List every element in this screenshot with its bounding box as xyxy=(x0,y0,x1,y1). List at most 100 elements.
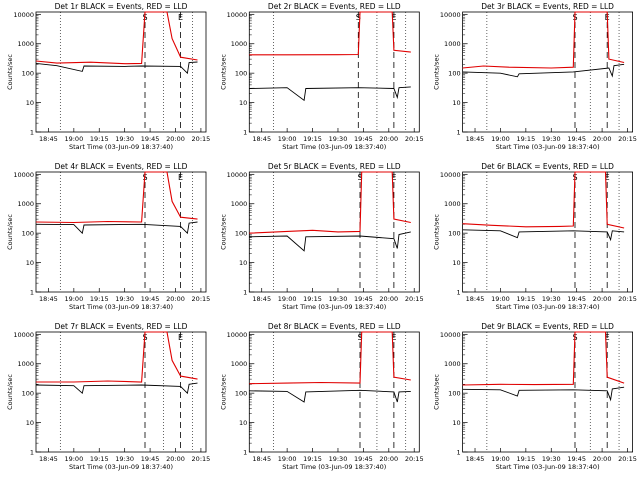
x-tick-label: 19:45 xyxy=(354,455,373,463)
plot-frame xyxy=(35,11,207,133)
x-tick-label: 20:00 xyxy=(166,295,185,303)
x-tick-label: 19:30 xyxy=(542,295,561,303)
end-marker: E xyxy=(391,173,396,182)
y-tick-label: 10 xyxy=(26,419,34,427)
y-axis-label: Counts/sec xyxy=(6,214,14,250)
x-tick-label: 19:30 xyxy=(115,295,134,303)
x-tick-label: 20:15 xyxy=(192,135,211,143)
y-tick-label: 10000 xyxy=(13,171,34,179)
end-marker: E xyxy=(178,13,183,22)
x-tick-label: 20:00 xyxy=(593,455,612,463)
x-tick-label: 19:00 xyxy=(278,295,297,303)
x-tick-label: 19:15 xyxy=(90,135,109,143)
y-axis-label: Counts/sec xyxy=(219,54,227,90)
x-tick-label: 19:30 xyxy=(115,135,134,143)
y-tick-label: 1000 xyxy=(444,360,461,368)
x-tick-label: 19:45 xyxy=(354,135,373,143)
plot-frame xyxy=(35,331,207,453)
y-tick-label: 10 xyxy=(452,99,460,107)
x-tick-label: 19:00 xyxy=(278,455,297,463)
series-line-black xyxy=(35,382,198,395)
y-axis-label: Counts/sec xyxy=(219,374,227,410)
x-tick-label: 20:15 xyxy=(405,455,424,463)
x-tick-label: 20:15 xyxy=(618,295,637,303)
x-tick-label: 20:00 xyxy=(379,455,398,463)
chart-title: Det 9r BLACK = Events, RED = LLD xyxy=(481,322,614,331)
end-marker: E xyxy=(605,173,610,182)
y-tick-label: 1 xyxy=(456,289,460,297)
end-marker: E xyxy=(605,333,610,342)
x-tick-label: 20:15 xyxy=(405,135,424,143)
y-tick-label: 100 xyxy=(448,70,460,78)
y-tick-label: 10000 xyxy=(13,331,34,339)
series-line-red xyxy=(249,11,411,56)
x-tick-label: 19:30 xyxy=(329,455,348,463)
chart-panel-8: Det 8r BLACK = Events, RED = LLD 1 10 100 10… xyxy=(219,322,423,471)
y-tick-label: 100 xyxy=(235,230,247,238)
y-tick-label: 100 xyxy=(448,390,460,398)
x-tick-label: 19:00 xyxy=(64,135,83,143)
y-tick-label: 1 xyxy=(30,289,34,297)
y-tick-label: 1000 xyxy=(231,360,248,368)
x-tick-label: 20:00 xyxy=(166,455,185,463)
y-tick-label: 100 xyxy=(22,70,34,78)
x-tick-label: 20:00 xyxy=(379,135,398,143)
x-axis-label: Start Time (03-Jun-09 18:37:40) xyxy=(496,463,600,471)
x-tick-label: 19:30 xyxy=(329,295,348,303)
x-tick-label: 19:00 xyxy=(64,455,83,463)
x-tick-label: 19:15 xyxy=(303,295,322,303)
y-tick-label: 10000 xyxy=(227,331,248,339)
x-tick-label: 20:15 xyxy=(192,295,211,303)
series-line-black xyxy=(249,86,411,102)
chart-panel-9: Det 9r BLACK = Events, RED = LLD 1 10 100 10… xyxy=(433,322,637,471)
x-tick-label: 19:00 xyxy=(491,135,510,143)
x-axis-label: Start Time (03-Jun-09 18:37:40) xyxy=(282,303,386,311)
x-tick-label: 19:00 xyxy=(278,135,297,143)
y-tick-label: 10000 xyxy=(227,11,248,19)
x-tick-label: 20:00 xyxy=(166,135,185,143)
x-tick-label: 19:45 xyxy=(141,135,160,143)
x-tick-label: 19:00 xyxy=(491,455,510,463)
y-tick-label: 10 xyxy=(26,259,34,267)
chart-title: Det 5r BLACK = Events, RED = LLD xyxy=(268,162,401,171)
chart-panel-2: Det 2r BLACK = Events, RED = LLD 1 10 100 10… xyxy=(219,2,423,151)
y-tick-label: 1000 xyxy=(231,200,248,208)
x-tick-label: 19:15 xyxy=(516,455,535,463)
x-tick-label: 20:00 xyxy=(593,135,612,143)
x-tick-label: 18:45 xyxy=(39,135,58,143)
x-tick-label: 20:00 xyxy=(593,295,612,303)
series-line-red xyxy=(462,331,625,386)
end-marker: E xyxy=(178,333,183,342)
chart-title: Det 4r BLACK = Events, RED = LLD xyxy=(55,162,188,171)
series-line-black xyxy=(462,229,625,242)
x-tick-label: 20:00 xyxy=(379,295,398,303)
y-tick-label: 1 xyxy=(456,449,460,457)
plot-frame xyxy=(35,171,207,293)
series-line-red xyxy=(462,11,625,69)
x-tick-label: 19:30 xyxy=(115,455,134,463)
chart-panel-5: Det 5r BLACK = Events, RED = LLD 1 10 100 10… xyxy=(219,162,423,311)
chart-panel-7: Det 7r BLACK = Events, RED = LLD 1 10 100 10… xyxy=(6,322,210,471)
x-tick-label: 19:15 xyxy=(516,135,535,143)
x-tick-label: 19:30 xyxy=(329,135,348,143)
y-tick-label: 1 xyxy=(243,289,247,297)
x-tick-label: 18:45 xyxy=(39,455,58,463)
start-marker: S xyxy=(357,173,362,182)
series-line-black xyxy=(462,386,625,402)
y-tick-label: 1 xyxy=(243,129,247,137)
x-axis-label: Start Time (03-Jun-09 18:37:40) xyxy=(69,303,173,311)
chart-panel-1: Det 1r BLACK = Events, RED = LLD 1 10 100 10… xyxy=(6,2,210,151)
y-tick-label: 10 xyxy=(239,99,247,107)
x-tick-label: 19:45 xyxy=(567,135,586,143)
x-tick-label: 20:15 xyxy=(405,295,424,303)
y-tick-label: 1 xyxy=(456,129,460,137)
end-marker: E xyxy=(178,173,183,182)
chart-panel-4: Det 4r BLACK = Events, RED = LLD 1 10 100 10… xyxy=(6,162,210,311)
chart-title: Det 6r BLACK = Events, RED = LLD xyxy=(481,162,614,171)
x-axis-label: Start Time (03-Jun-09 18:37:40) xyxy=(282,463,386,471)
x-tick-label: 18:45 xyxy=(252,135,271,143)
chart-title: Det 8r BLACK = Events, RED = LLD xyxy=(268,322,401,331)
x-tick-label: 20:15 xyxy=(618,135,637,143)
y-axis-label: Counts/sec xyxy=(6,374,14,410)
